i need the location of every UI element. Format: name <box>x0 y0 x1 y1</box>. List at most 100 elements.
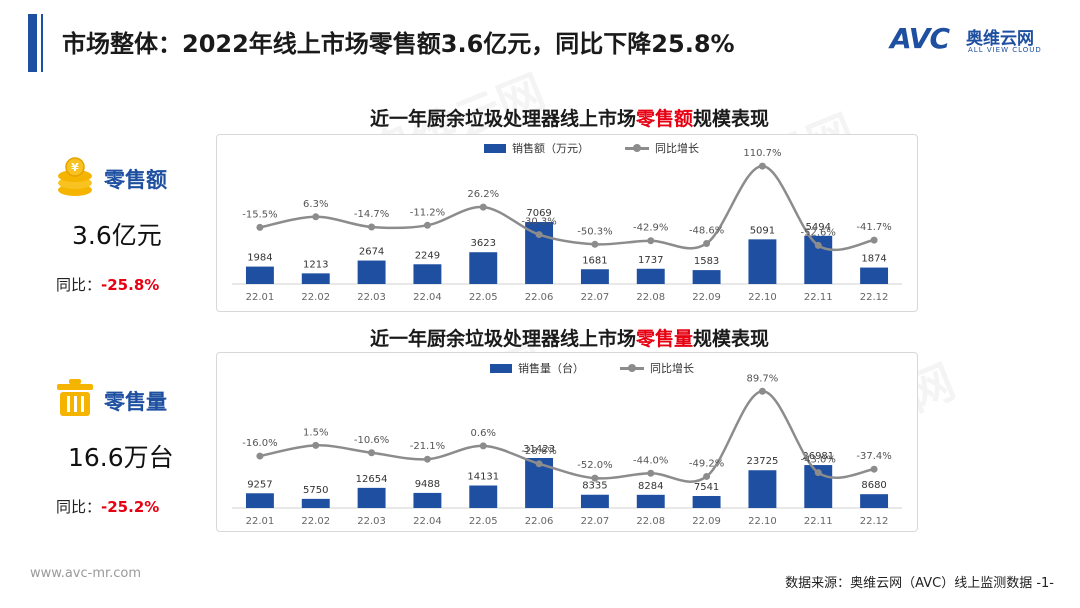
yoy-label: -10.6% <box>354 435 389 446</box>
x-tick-label: 22.12 <box>860 516 889 527</box>
x-tick-label: 22.02 <box>301 516 330 527</box>
bar <box>245 266 274 284</box>
yoy-point <box>312 441 320 449</box>
yoy-point <box>870 236 878 244</box>
bar <box>357 487 386 508</box>
legend-line-label: 同比增长 <box>650 362 694 375</box>
kpi-amount-yoy-prefix: 同比： <box>56 276 102 294</box>
x-tick-label: 22.09 <box>692 292 721 303</box>
yoy-point <box>758 162 766 170</box>
bar-value-label: 3623 <box>471 238 496 249</box>
x-tick-label: 22.09 <box>692 516 721 527</box>
footer-url: www.avc-mr.com <box>30 566 142 581</box>
yoy-point <box>591 240 599 248</box>
yoy-label: -48.6% <box>689 225 724 236</box>
yoy-point <box>703 472 711 480</box>
bar-value-label: 1737 <box>638 255 663 266</box>
yoy-point <box>814 469 822 477</box>
bar-value-label: 1213 <box>303 259 328 270</box>
chart-amount-title: 近一年厨余垃圾处理器线上市场零售额规模表现 <box>370 104 769 131</box>
yoy-point <box>703 239 711 247</box>
x-tick-label: 22.03 <box>357 516 386 527</box>
chart-volume-title-highlight: 零售量 <box>636 328 694 350</box>
yoy-label: 6.3% <box>303 199 328 210</box>
bar <box>580 494 609 508</box>
bar-value-label: 14131 <box>467 472 499 483</box>
chart-volume-title-pre: 近一年厨余垃圾处理器线上市场 <box>370 328 637 350</box>
yoy-label: -41.7% <box>856 222 891 233</box>
header-accent-bar <box>28 14 37 72</box>
legend-bar-swatch <box>490 363 512 373</box>
bar-value-label: 8284 <box>638 481 663 492</box>
yoy-point <box>368 223 376 231</box>
x-tick-label: 22.07 <box>581 292 610 303</box>
legend-bar-label: 销售量（台） <box>518 362 584 375</box>
legend-line-label: 同比增长 <box>655 142 699 155</box>
yoy-point <box>423 221 431 229</box>
chart-amount-legend: 销售额（万元） 同比增长 <box>484 140 699 156</box>
yoy-label: -21.1% <box>410 441 445 452</box>
chart-amount-title-post: 规模表现 <box>693 108 770 130</box>
kpi-volume-label: 零售量 <box>104 390 167 414</box>
x-tick-label: 22.08 <box>636 516 665 527</box>
x-tick-label: 22.06 <box>525 516 554 527</box>
bar <box>692 496 721 508</box>
bar-value-label: 9488 <box>415 479 440 490</box>
x-tick-label: 22.05 <box>469 516 498 527</box>
bar <box>469 485 498 508</box>
chart-volume-title: 近一年厨余垃圾处理器线上市场零售量规模表现 <box>370 324 769 351</box>
yoy-label: -11.2% <box>410 207 445 218</box>
x-tick-label: 22.12 <box>860 292 889 303</box>
x-tick-label: 22.01 <box>246 516 275 527</box>
yoy-point <box>758 387 766 395</box>
bar-value-label: 31423 <box>523 444 555 455</box>
page-title: 市场整体：2022年线上市场零售额3.6亿元，同比下降25.8% <box>62 30 735 58</box>
x-tick-label: 22.02 <box>301 292 330 303</box>
yoy-point <box>647 469 655 477</box>
yoy-label: -15.5% <box>242 209 277 220</box>
yoy-label: 26.2% <box>467 189 499 200</box>
bar-value-label: 1681 <box>582 255 607 266</box>
yoy-label: 110.7% <box>743 148 781 159</box>
x-tick-label: 22.06 <box>525 292 554 303</box>
bar <box>580 269 609 284</box>
bar-value-label: 26981 <box>802 451 834 462</box>
legend-line-swatch <box>625 143 649 153</box>
x-tick-label: 22.04 <box>413 516 442 527</box>
bar-value-label: 8335 <box>582 481 607 492</box>
kpi-volume-yoy: 同比：-25.2% <box>56 496 159 517</box>
yoy-label: -44.0% <box>633 455 668 466</box>
yoy-line <box>259 389 875 483</box>
yoy-point <box>256 452 264 460</box>
coins-icon: ¥ <box>58 157 92 196</box>
logo-mark: AVC <box>890 22 950 55</box>
avc-logo: AVC 奥维云网 ALL VIEW CLOUD <box>890 20 1060 60</box>
yoy-label: -28.6% <box>521 446 556 457</box>
x-tick-label: 22.01 <box>246 292 275 303</box>
legend-bar-label: 销售额（万元） <box>512 142 589 155</box>
bar <box>860 494 889 508</box>
kpi-volume-yoy-value: -25.2% <box>101 498 160 516</box>
bar <box>692 270 721 284</box>
x-tick-label: 22.05 <box>469 292 498 303</box>
bar-value-label: 7069 <box>526 208 551 219</box>
yoy-point <box>647 237 655 245</box>
yoy-label: -52.6% <box>801 227 836 238</box>
yoy-point <box>479 203 487 211</box>
yoy-line <box>259 164 875 252</box>
header-accent-line <box>41 14 43 72</box>
chart-volume-panel <box>216 352 918 532</box>
x-tick-label: 22.11 <box>804 292 833 303</box>
x-tick-label: 22.11 <box>804 516 833 527</box>
yoy-point <box>423 455 431 463</box>
bar <box>636 268 665 284</box>
logo-en-text: ALL VIEW CLOUD <box>968 46 1042 54</box>
chart-volume-legend: 销售量（台） 同比增长 <box>490 360 694 376</box>
bar <box>413 264 442 284</box>
trash-bin-icon <box>57 379 93 416</box>
bar-value-label: 5750 <box>303 485 328 496</box>
yoy-point <box>256 223 264 231</box>
yoy-label: -50.3% <box>577 226 612 237</box>
bar-value-label: 8680 <box>861 480 886 491</box>
yoy-label: 89.7% <box>747 373 779 384</box>
